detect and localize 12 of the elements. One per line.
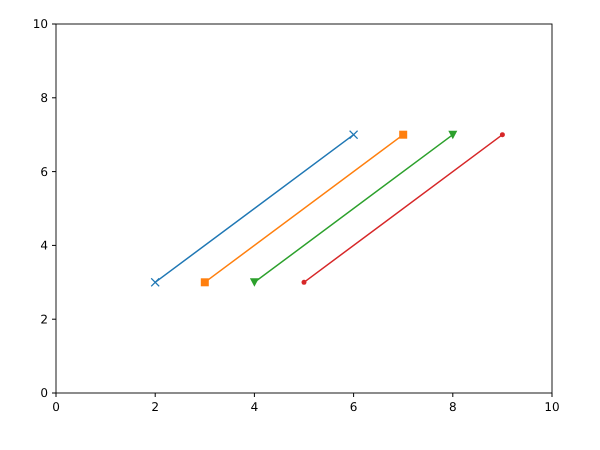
x-tick-label: 0 xyxy=(52,400,60,414)
y-tick-label: 2 xyxy=(40,312,48,326)
y-tick-label: 8 xyxy=(40,91,48,105)
y-tick-label: 10 xyxy=(32,17,48,32)
y-tick-label: 0 xyxy=(40,386,48,400)
x-tick-label: 8 xyxy=(448,400,457,414)
y-tick-label: 6 xyxy=(40,164,48,179)
x-tick-label: 6 xyxy=(350,400,358,414)
x-tick-label: 4 xyxy=(250,400,258,414)
x-tick-label: 10 xyxy=(544,400,560,414)
x-tick-label: 2 xyxy=(151,400,160,414)
y-tick-label: 4 xyxy=(40,238,48,253)
